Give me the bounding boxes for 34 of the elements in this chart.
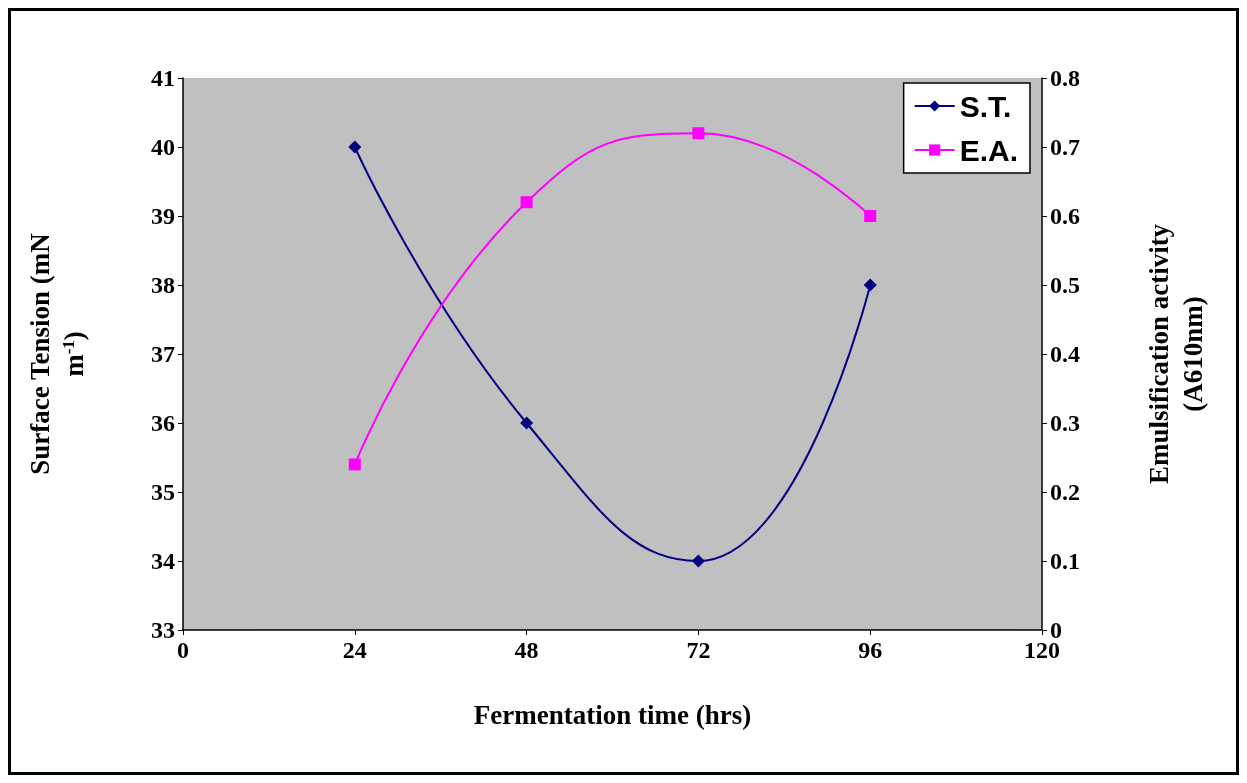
y2-tick-label: 0.8 xyxy=(1050,65,1080,91)
point xyxy=(520,416,534,430)
point xyxy=(863,278,877,292)
legend-label: S.T. xyxy=(959,89,1012,123)
x-axis-title: Fermentation time (hrs) xyxy=(473,700,752,730)
y-tick-label: 35 xyxy=(151,479,175,505)
y-tick-label: 33 xyxy=(151,617,175,643)
legend-label: E.A. xyxy=(959,133,1019,167)
point xyxy=(348,458,361,471)
y2-tick-label: 0.1 xyxy=(1050,548,1080,574)
x-tick-label: 72 xyxy=(686,637,711,663)
y2-axis-title: Emulsification activity (A610nm) xyxy=(1144,223,1208,485)
point xyxy=(520,196,533,209)
x-tick-label: 24 xyxy=(342,637,367,663)
x-tick-label: 96 xyxy=(858,637,883,663)
point xyxy=(691,554,705,568)
x-tick-label: 0 xyxy=(177,637,189,663)
y2-tick-label: 0.7 xyxy=(1050,134,1080,160)
y2-tick-label: 0.5 xyxy=(1050,272,1080,298)
y2-tick-label: 0.6 xyxy=(1050,203,1080,229)
y-tick-label: 37 xyxy=(151,341,175,367)
y-tick-label: 38 xyxy=(151,272,175,298)
point xyxy=(348,140,362,154)
y-tick-label: 40 xyxy=(151,134,175,160)
y2-tick-label: 0.2 xyxy=(1050,479,1080,505)
y-tick-label: 36 xyxy=(151,410,175,436)
x-tick-label: 48 xyxy=(514,637,539,663)
y-tick-label: 41 xyxy=(151,65,175,91)
y2-tick-label: 0.4 xyxy=(1050,341,1080,367)
point xyxy=(692,127,705,140)
y-tick-label: 34 xyxy=(151,548,175,574)
point xyxy=(864,210,877,222)
y2-tick-label: 0.3 xyxy=(1050,410,1080,436)
y-tick-label: 39 xyxy=(151,203,175,229)
